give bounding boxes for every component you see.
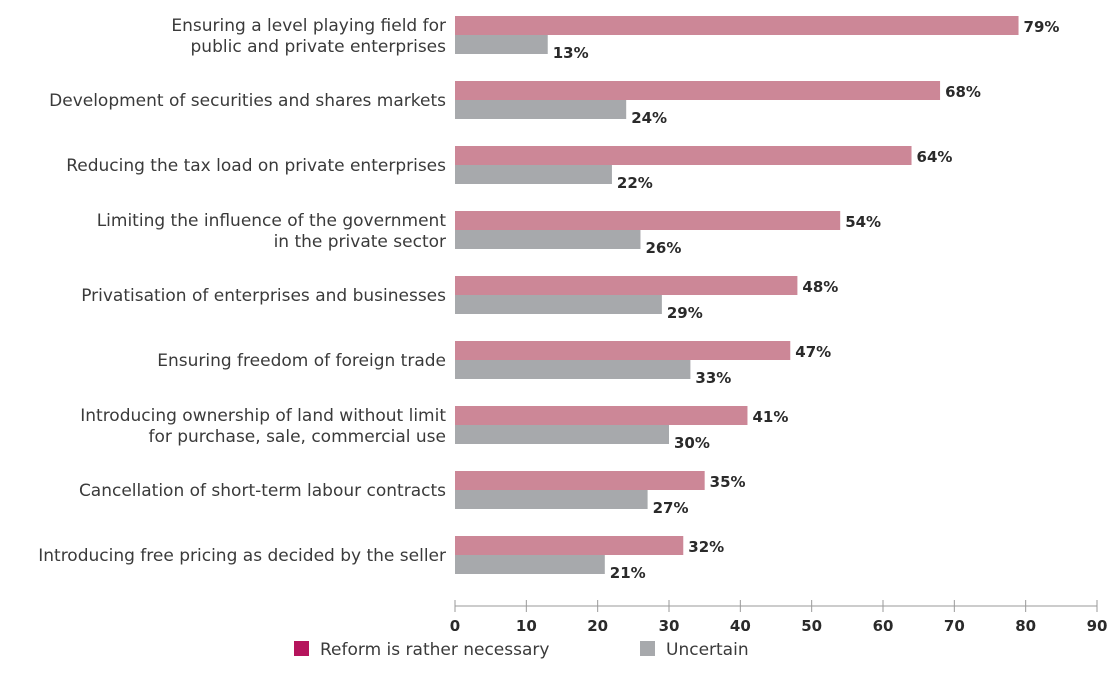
bar-reform (455, 146, 912, 165)
value-label: 26% (645, 239, 681, 257)
bar-reform (455, 81, 941, 100)
x-tick-label: 10 (516, 617, 537, 635)
value-label: 48% (802, 278, 838, 296)
bar-uncertain (455, 490, 648, 509)
bar-reform (455, 341, 791, 360)
category-label: Development of securities and shares mar… (49, 91, 446, 111)
x-tick-label: 50 (801, 617, 822, 635)
category-label: Reducing the tax load on private enterpr… (66, 156, 446, 176)
bar-reform (455, 471, 705, 490)
category-labels: Ensuring a level playing field for public… (38, 16, 446, 566)
bar-uncertain (455, 35, 548, 54)
category-label: Introducing ownership of land without li… (80, 406, 446, 447)
value-label: 30% (674, 434, 710, 452)
value-label: 22% (617, 174, 653, 192)
bar-uncertain (455, 165, 612, 184)
legend-swatch-reform (294, 641, 309, 656)
value-label: 29% (667, 304, 703, 322)
bar-uncertain (455, 295, 662, 314)
value-label: 68% (945, 83, 981, 101)
category-label: Cancellation of short-term labour contra… (79, 481, 446, 501)
category-label: Introducing free pricing as decided by t… (38, 546, 446, 566)
value-label: 21% (610, 564, 646, 582)
category-label: Ensuring freedom of foreign trade (157, 351, 446, 371)
x-tick-label: 90 (1087, 617, 1108, 635)
bar-reform (455, 16, 1019, 35)
legend: Reform is rather necessary Uncertain (294, 640, 749, 660)
value-label: 54% (845, 213, 881, 231)
value-label: 24% (631, 109, 667, 127)
category-label: Privatisation of enterprises and busines… (81, 286, 446, 306)
bar-uncertain (455, 100, 627, 119)
category-label: Limiting the influence of the government… (97, 211, 447, 252)
x-tick-label: 0 (450, 617, 460, 635)
bar-reform (455, 211, 841, 230)
value-label: 79% (1024, 18, 1060, 36)
bar-reform (455, 406, 748, 425)
value-label: 64% (917, 148, 953, 166)
legend-label-uncertain: Uncertain (666, 640, 749, 660)
x-axis: 0 10 20 30 40 50 60 70 80 90 (450, 600, 1108, 635)
x-tick-label: 80 (1015, 617, 1036, 635)
value-label: 35% (710, 473, 746, 491)
value-label: 13% (553, 44, 589, 62)
value-label: 27% (653, 499, 689, 517)
x-tick-label: 40 (730, 617, 751, 635)
value-label: 32% (688, 538, 724, 556)
value-label: 41% (752, 408, 788, 426)
bar-uncertain (455, 360, 691, 379)
bar-reform (455, 276, 798, 295)
bars-layer: 79% 13% 68% 24% 64% 22% 54% 26% 48% 29% 47% 33% 41% 3… (455, 16, 1059, 582)
bar-uncertain (455, 230, 641, 249)
legend-label-reform: Reform is rather necessary (320, 640, 549, 660)
category-label: Ensuring a level playing field for public… (171, 16, 446, 57)
bar-reform (455, 536, 684, 555)
value-label: 47% (795, 343, 831, 361)
legend-swatch-uncertain (640, 641, 655, 656)
value-label: 33% (695, 369, 731, 387)
x-tick-label: 60 (873, 617, 894, 635)
bar-uncertain (455, 555, 605, 574)
x-tick-label: 70 (944, 617, 965, 635)
bar-uncertain (455, 425, 669, 444)
x-tick-label: 30 (659, 617, 680, 635)
x-tick-label: 20 (587, 617, 608, 635)
